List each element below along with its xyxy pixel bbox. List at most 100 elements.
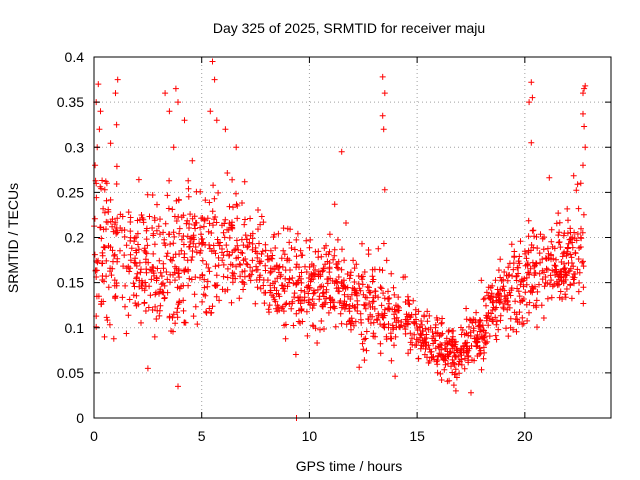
data-point (464, 345, 471, 352)
data-point (350, 257, 357, 264)
data-point (178, 283, 185, 290)
data-point (244, 236, 250, 243)
data-point (421, 313, 428, 320)
data-point (126, 268, 133, 275)
data-point (520, 277, 527, 284)
data-point (262, 262, 269, 269)
data-point (167, 241, 174, 248)
data-point (580, 300, 587, 307)
data-point (105, 206, 112, 213)
data-point (226, 220, 233, 227)
data-point (303, 237, 310, 244)
data-point (154, 201, 160, 208)
data-point (133, 234, 140, 241)
y-tick-label: 0.1 (65, 320, 85, 336)
data-point (392, 373, 399, 380)
data-point (306, 284, 313, 291)
data-point (169, 314, 176, 321)
data-point (209, 208, 216, 215)
data-point (430, 333, 437, 340)
data-point (560, 266, 567, 272)
data-point (157, 288, 164, 295)
data-point (170, 240, 177, 247)
data-point (110, 335, 117, 342)
data-point (215, 189, 222, 196)
data-point (222, 216, 229, 223)
x-tick-label: 20 (517, 428, 533, 444)
data-point (337, 298, 344, 304)
data-point (306, 244, 313, 251)
data-point (369, 266, 376, 273)
data-point (133, 263, 140, 269)
data-point (501, 287, 508, 294)
data-point (533, 260, 539, 267)
data-point (172, 85, 179, 92)
data-point (262, 247, 269, 254)
data-point (255, 226, 261, 233)
data-point (235, 254, 242, 261)
data-point (453, 374, 460, 381)
data-point (138, 319, 144, 326)
data-point (294, 230, 301, 237)
data-point (546, 174, 553, 181)
data-point (107, 218, 114, 225)
data-point (185, 185, 192, 192)
data-point (331, 252, 338, 259)
data-point (553, 266, 560, 273)
data-point (207, 245, 213, 252)
data-point (226, 252, 232, 259)
data-point (290, 322, 297, 329)
data-point (449, 345, 456, 352)
data-point (304, 284, 310, 290)
data-point (97, 108, 104, 115)
data-point (458, 361, 465, 368)
data-point (369, 303, 376, 310)
data-point (338, 148, 345, 155)
data-point (186, 225, 192, 231)
data-point (494, 292, 501, 298)
data-point (246, 239, 253, 246)
data-point (468, 389, 474, 396)
data-point (548, 238, 555, 245)
data-point (141, 245, 148, 252)
data-point (378, 285, 385, 292)
data-point (123, 265, 130, 272)
data-point (385, 305, 392, 312)
data-point (351, 279, 358, 285)
data-point (372, 333, 378, 340)
data-point (254, 284, 261, 291)
data-point (466, 323, 472, 330)
data-point (451, 349, 457, 356)
data-point (171, 233, 178, 240)
data-point (114, 76, 121, 83)
data-point (298, 275, 304, 282)
data-point (206, 268, 213, 275)
data-point (112, 294, 118, 300)
data-point (542, 274, 549, 280)
data-point (470, 327, 477, 334)
data-point (523, 281, 530, 288)
data-point (561, 249, 568, 256)
data-point (151, 241, 158, 248)
data-point (208, 309, 215, 316)
data-point (274, 308, 281, 315)
data-point (175, 383, 181, 390)
data-point (334, 236, 341, 243)
data-point (155, 223, 162, 230)
data-point (158, 273, 165, 280)
data-point (544, 295, 551, 302)
data-point (206, 199, 213, 206)
data-point (507, 324, 514, 331)
data-point (229, 249, 236, 256)
data-point (95, 293, 102, 300)
data-point (543, 265, 550, 272)
data-point (505, 301, 512, 308)
data-point (146, 213, 153, 220)
data-point (387, 330, 394, 337)
data-point (242, 232, 249, 239)
data-point (361, 269, 368, 275)
data-point (109, 247, 116, 254)
data-point (337, 310, 344, 317)
data-point (415, 338, 422, 345)
data-point (489, 307, 496, 313)
